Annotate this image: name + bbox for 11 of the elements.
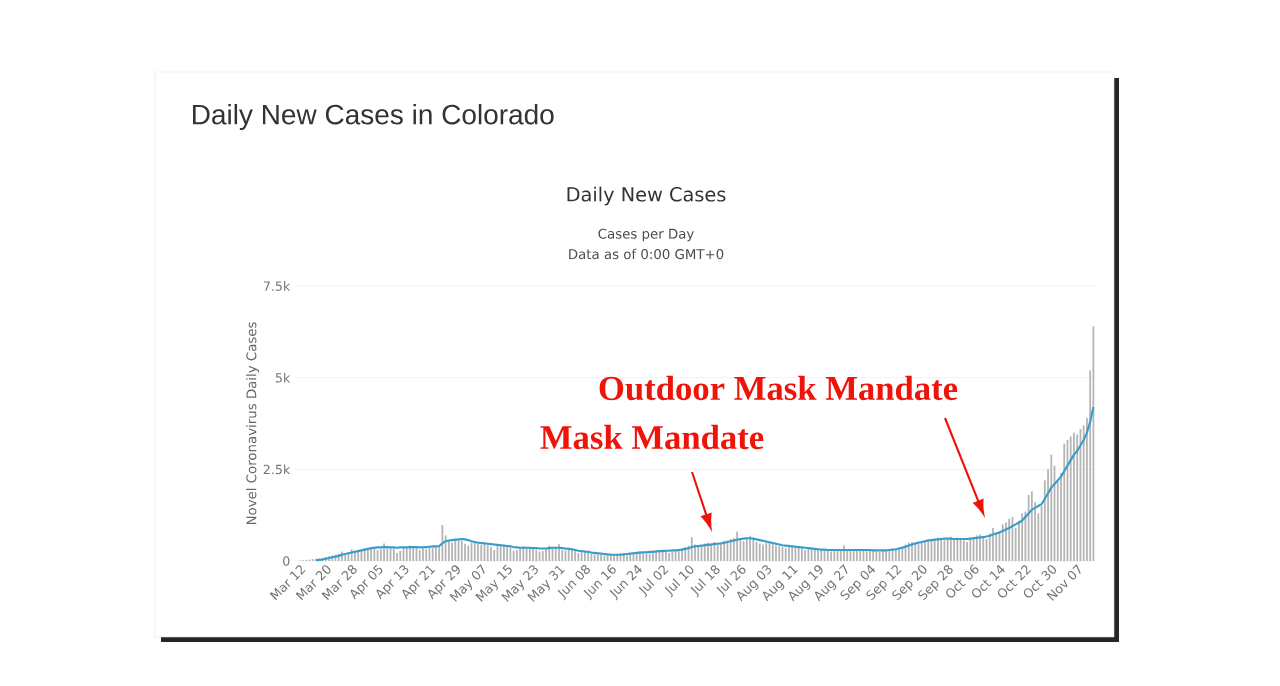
chart-title: Daily New Cases in Colorado: [193, 103, 554, 131]
chart-subtitle: Daily New Cases: [567, 186, 726, 206]
y-tick-label: 0: [283, 556, 290, 566]
y-tick-label: 2.5k: [263, 464, 291, 475]
text: Cases per Day: [598, 228, 694, 242]
text: Data as of 0:00 GMT+0: [569, 248, 724, 260]
y-tick-label: 5k: [275, 372, 291, 383]
y-tick-label: 7.5k: [263, 281, 291, 291]
annotation: Mask Mandate: [540, 424, 764, 450]
y-axis-title: Novel Coronavirus Daily Cases: [246, 322, 259, 525]
annotation: Outdoor Mask Mandate: [599, 375, 958, 401]
